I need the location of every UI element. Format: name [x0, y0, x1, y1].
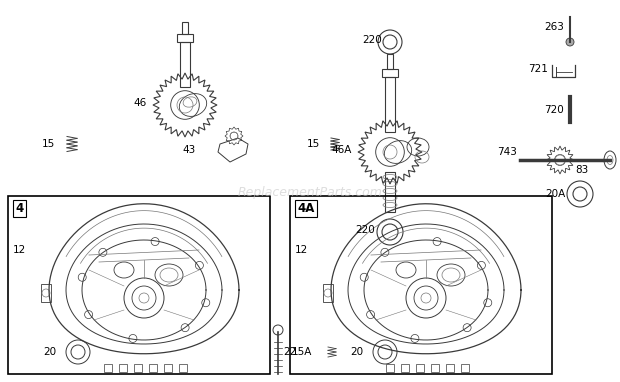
Bar: [382, 69, 398, 77]
Bar: [385, 77, 395, 132]
Text: 12: 12: [294, 245, 308, 255]
Bar: [323, 284, 333, 302]
Bar: [104, 364, 112, 372]
Bar: [41, 284, 51, 302]
Bar: [134, 364, 142, 372]
Text: 20A: 20A: [546, 189, 566, 199]
Circle shape: [566, 38, 574, 46]
Bar: [461, 364, 469, 372]
Bar: [177, 34, 193, 42]
Text: 220: 220: [362, 35, 382, 45]
Text: 12: 12: [13, 245, 26, 255]
Bar: [8, 196, 270, 374]
Text: 22: 22: [283, 347, 296, 357]
Bar: [180, 42, 190, 87]
Text: ReplacementParts.com: ReplacementParts.com: [237, 186, 383, 199]
Text: 720: 720: [544, 105, 564, 115]
Text: 15: 15: [42, 139, 55, 149]
Bar: [387, 54, 393, 69]
Bar: [290, 196, 552, 374]
Text: 15A: 15A: [291, 347, 312, 357]
Bar: [416, 364, 424, 372]
Bar: [179, 364, 187, 372]
Bar: [431, 364, 439, 372]
Text: 20: 20: [350, 347, 363, 357]
Bar: [164, 364, 172, 372]
Bar: [386, 364, 394, 372]
Text: 15: 15: [307, 139, 320, 149]
Text: 220: 220: [355, 225, 375, 235]
Text: 46: 46: [134, 98, 147, 108]
Text: 83: 83: [575, 165, 588, 175]
Text: 4: 4: [15, 202, 24, 215]
Bar: [182, 22, 188, 34]
Text: 721: 721: [528, 64, 548, 74]
Text: 263: 263: [544, 22, 564, 32]
Text: 743: 743: [497, 147, 517, 157]
Bar: [446, 364, 454, 372]
Text: 4A: 4A: [297, 202, 314, 215]
Bar: [385, 172, 395, 212]
Text: 43: 43: [183, 145, 196, 155]
Bar: [119, 364, 127, 372]
Text: 46A: 46A: [332, 145, 352, 155]
Bar: [401, 364, 409, 372]
Text: 20: 20: [43, 347, 56, 357]
Bar: [149, 364, 157, 372]
